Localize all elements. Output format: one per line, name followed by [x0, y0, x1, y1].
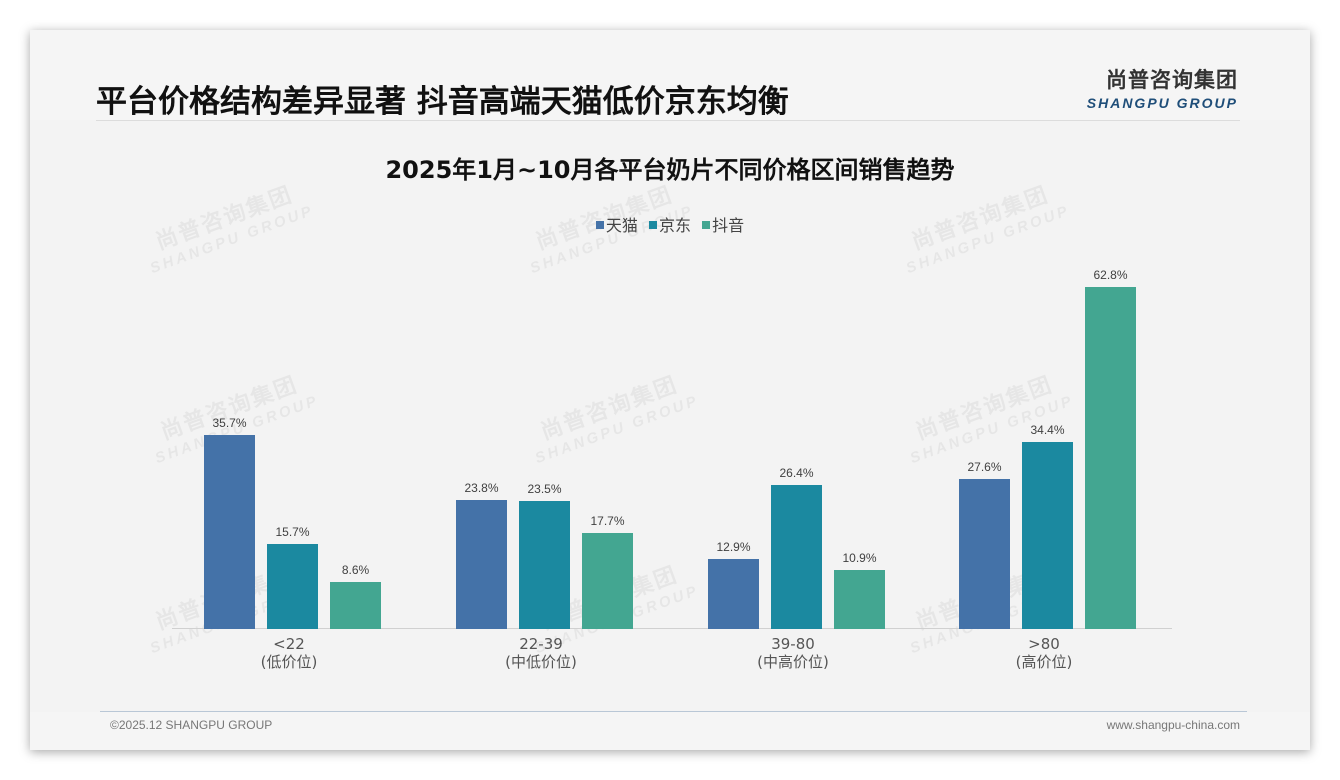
data-label: 26.4%	[779, 466, 814, 480]
page-title: 平台价格结构差异显著 抖音高端天猫低价京东均衡	[96, 84, 789, 120]
bar	[1022, 442, 1073, 629]
company-logo: 尚普咨询集团 SHANGPU GROUP	[1087, 64, 1238, 111]
chart-legend: 天猫 京东 抖音	[30, 212, 1310, 236]
bar	[959, 479, 1010, 629]
category-sublabel: (低价位)	[260, 653, 318, 671]
category-sublabel: (中低价位)	[505, 653, 577, 671]
legend-label: 抖音	[712, 216, 745, 235]
logo-english: SHANGPU GROUP	[1086, 95, 1238, 111]
bar	[771, 485, 822, 629]
legend-label: 京东	[658, 216, 691, 235]
category-label: 39-80 (中高价位)	[713, 635, 873, 671]
data-label: 34.4%	[1030, 423, 1065, 437]
chart-title: 2025年1月~10月各平台奶片不同价格区间销售趋势	[385, 156, 955, 184]
x-axis-line	[172, 628, 1172, 629]
data-label: 17.7%	[590, 514, 625, 528]
legend-label: 天猫	[605, 216, 638, 235]
category-label: <22 (低价位)	[209, 635, 369, 671]
title-divider	[96, 120, 1240, 121]
bar	[204, 435, 255, 629]
category-label: 22-39 (中低价位)	[461, 635, 621, 671]
data-label: 27.6%	[967, 460, 1002, 474]
logo-chinese: 尚普咨询集团	[1106, 68, 1238, 92]
footer-website: www.shangpu-china.com	[1106, 718, 1240, 732]
legend-item-jd: 京东	[648, 212, 691, 236]
bar	[708, 559, 759, 629]
legend-item-douyin: 抖音	[702, 212, 744, 236]
category-sublabel: (高价位)	[1015, 653, 1073, 671]
bar	[267, 544, 318, 629]
data-label: 23.8%	[464, 481, 499, 495]
category-range: 39-80	[771, 635, 815, 653]
data-label: 10.9%	[842, 551, 877, 565]
footer	[30, 712, 1310, 750]
legend-swatch-icon	[595, 220, 604, 229]
footer-divider	[100, 711, 1247, 712]
legend-item-tmall: 天猫	[595, 212, 638, 236]
category-range: <22	[273, 635, 305, 653]
data-label: 15.7%	[275, 525, 310, 539]
category-range: >80	[1028, 635, 1060, 653]
slide: 平台价格结构差异显著 抖音高端天猫低价京东均衡 尚普咨询集团 SHANGPU G…	[30, 30, 1310, 750]
plot-area: 35.7% 23.8% 12.9% 27.6% 15.7% 23.5% 26.4% 34.4%…	[172, 268, 1172, 629]
data-label: 35.7%	[212, 416, 247, 430]
bar	[582, 533, 633, 629]
bar	[1085, 287, 1136, 629]
category-sublabel: (中高价位)	[757, 653, 829, 671]
bar	[330, 582, 381, 629]
data-label: 8.6%	[341, 563, 370, 577]
data-label: 62.8%	[1093, 268, 1128, 282]
footer-copyright: ©2025.12 SHANGPU GROUP	[110, 718, 273, 732]
category-label: >80 (高价位)	[964, 635, 1124, 671]
bar	[834, 570, 885, 629]
legend-swatch-icon	[702, 220, 711, 229]
legend-swatch-icon	[648, 220, 657, 229]
bar	[456, 500, 507, 629]
data-label: 23.5%	[527, 482, 562, 496]
data-label: 12.9%	[716, 540, 751, 554]
category-range: 22-39	[519, 635, 563, 653]
bar	[519, 501, 570, 629]
header: 平台价格结构差异显著 抖音高端天猫低价京东均衡 尚普咨询集团 SHANGPU G…	[30, 30, 1310, 120]
